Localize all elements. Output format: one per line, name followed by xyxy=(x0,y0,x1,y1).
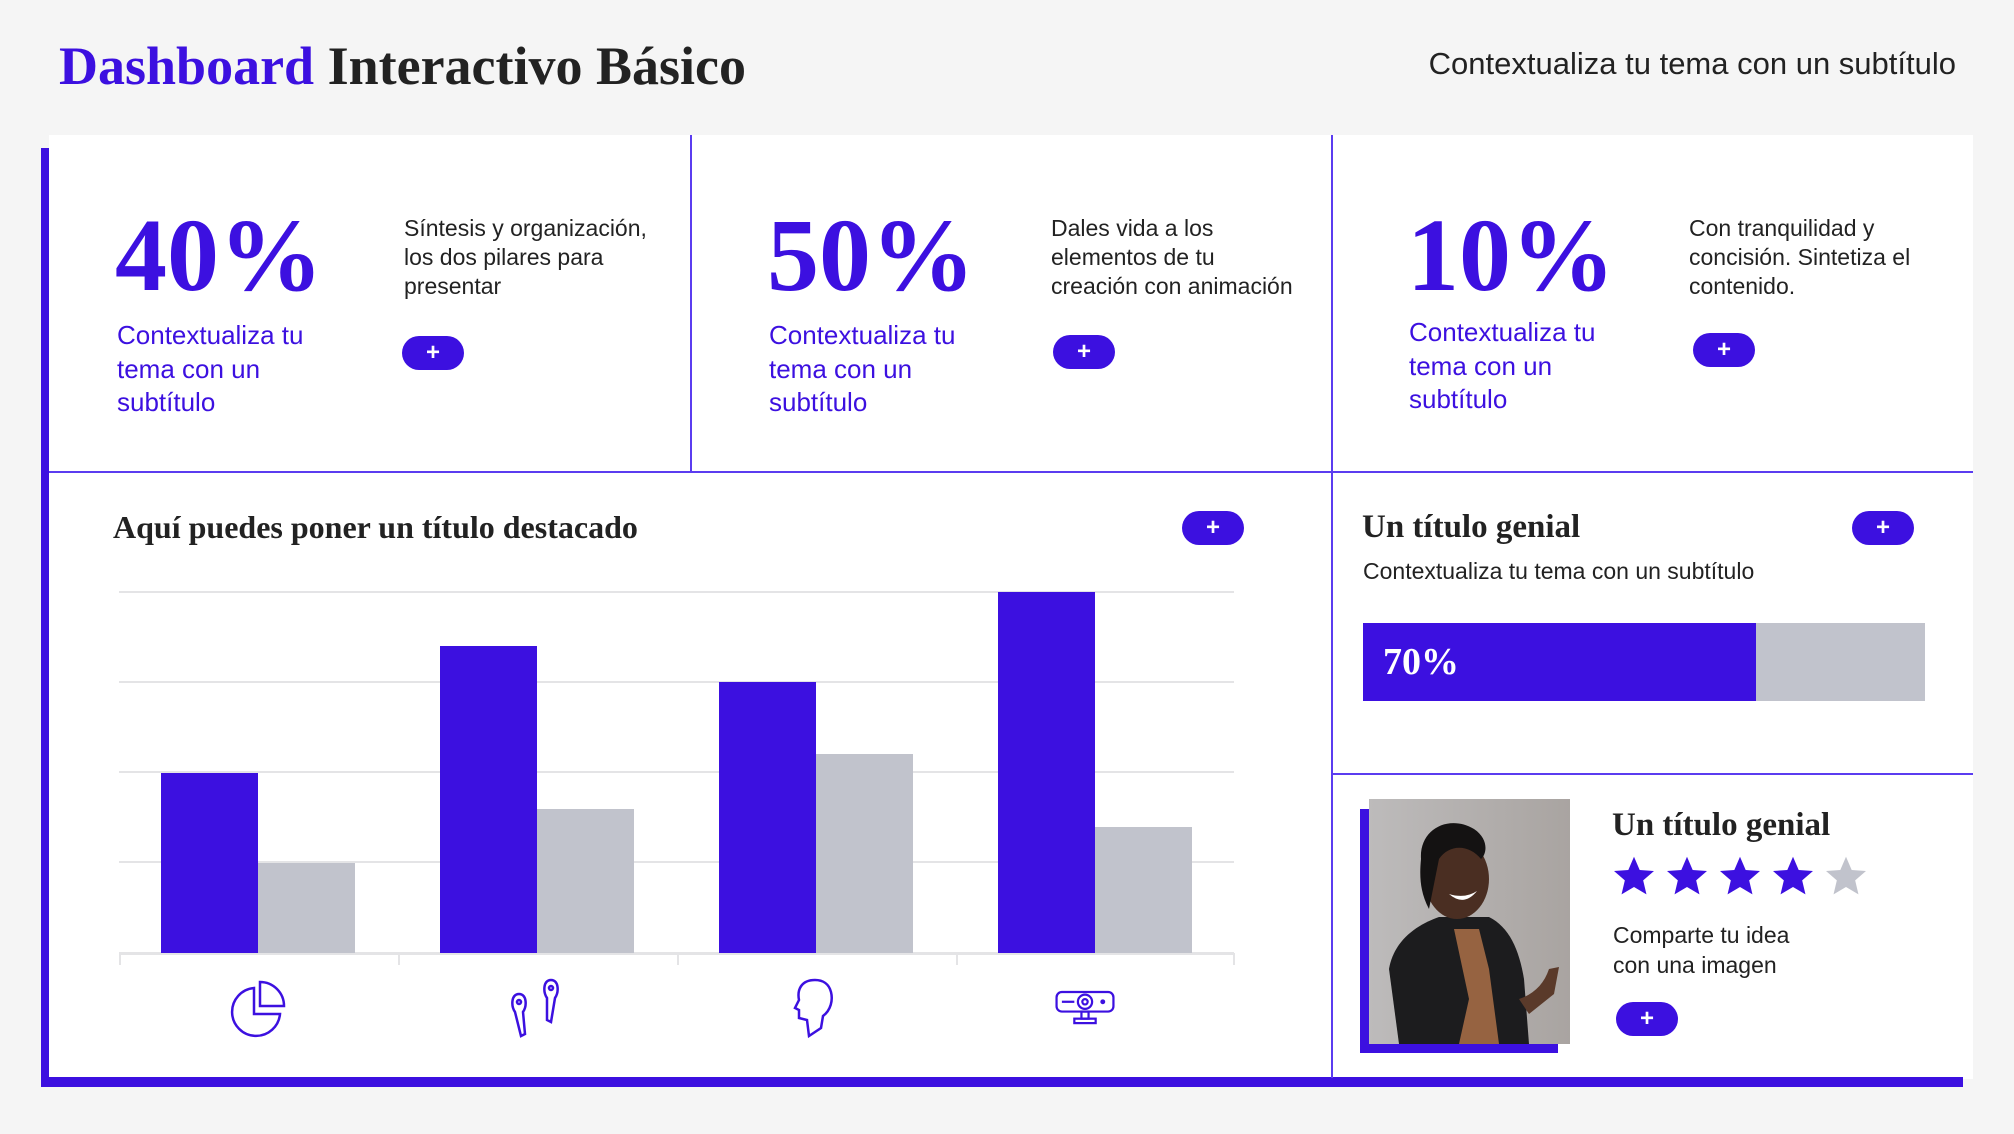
bar-series1-cat1 xyxy=(161,772,258,953)
page-subtitle: Contextualiza tu tema con un subtítulo xyxy=(1428,46,1956,81)
progress-fill xyxy=(1363,623,1757,701)
star-filled-icon xyxy=(1667,856,1707,895)
projector-icon xyxy=(1055,990,1115,1025)
kpi-add-button[interactable]: + xyxy=(1693,333,1755,367)
gridline xyxy=(119,681,1234,683)
pie-chart-icon xyxy=(230,980,286,1038)
kpi-value: 50% xyxy=(767,198,975,313)
left-accent-bar xyxy=(41,148,49,1087)
gridline xyxy=(119,591,1234,593)
axis-tick xyxy=(956,953,958,965)
chart-title: Aquí puedes poner un título destacado xyxy=(113,509,638,545)
star-empty-icon xyxy=(1826,856,1866,895)
star-filled-icon xyxy=(1720,856,1760,895)
page-title-accent: Dashboard xyxy=(59,36,315,96)
kpi-subtitle: Contextualiza tu tema con un subtítulo xyxy=(769,320,956,417)
image-panel-text: Comparte tu idea con una imagen xyxy=(1613,920,1789,980)
kpi-add-button[interactable]: + xyxy=(1053,335,1115,369)
bar-series2-cat3 xyxy=(816,754,913,953)
bottom-accent-bar xyxy=(41,1077,1963,1087)
image-panel-title: Un título genial xyxy=(1612,807,1831,843)
kpi-description: Dales vida a los elementos de tu creació… xyxy=(1051,215,1293,299)
bar-series2-cat1 xyxy=(258,862,355,953)
bar-series2-cat2 xyxy=(537,808,634,953)
kpi-add-button[interactable]: + xyxy=(402,336,464,370)
axis-tick xyxy=(677,953,679,965)
divider xyxy=(1331,135,1333,1078)
progress-bar: 70% xyxy=(1363,623,1925,701)
kpi-description: Con tranquilidad y concisión. Sintetiza … xyxy=(1689,215,1911,299)
divider xyxy=(1332,773,1973,775)
axis-tick xyxy=(1233,953,1235,965)
page-title-rest: Interactivo Básico xyxy=(327,36,746,96)
progress-panel-subtitle: Contextualiza tu tema con un subtítulo xyxy=(1363,558,1755,584)
star-filled-icon xyxy=(1614,856,1654,895)
progress-add-button[interactable]: + xyxy=(1852,511,1914,545)
divider xyxy=(49,471,1973,473)
bar-series1-cat4 xyxy=(998,592,1095,953)
chart-add-button[interactable]: + xyxy=(1182,511,1244,545)
axis-tick xyxy=(398,953,400,965)
divider xyxy=(690,135,692,472)
kpi-value: 10% xyxy=(1407,198,1615,313)
image-panel-text-line: Comparte tu idea xyxy=(1613,922,1790,948)
kpi-subtitle: Contextualiza tu tema con un subtítulo xyxy=(1409,317,1596,414)
gridline xyxy=(119,771,1234,773)
page-title: Dashboard Interactivo Básico xyxy=(59,36,746,96)
bar-series1-cat2 xyxy=(440,646,537,953)
star-filled-icon xyxy=(1773,856,1813,895)
image-add-button[interactable]: + xyxy=(1616,1002,1678,1036)
bar-series2-cat4 xyxy=(1095,826,1192,953)
bar-series1-cat3 xyxy=(719,682,816,953)
progress-panel-title: Un título genial xyxy=(1362,509,1581,545)
image-panel-text-line: con una imagen xyxy=(1613,952,1777,978)
person-photo xyxy=(1369,799,1570,1044)
earbuds-icon xyxy=(511,978,559,1038)
kpi-description: Síntesis y organización, los dos pilares… xyxy=(404,215,647,299)
x-axis xyxy=(119,952,1234,955)
progress-label: 70% xyxy=(1383,641,1459,683)
head-profile-icon xyxy=(793,978,833,1039)
kpi-subtitle: Contextualiza tu tema con un subtítulo xyxy=(117,320,304,417)
axis-tick xyxy=(119,953,121,965)
gridline xyxy=(119,861,1234,863)
kpi-value: 40% xyxy=(115,198,323,313)
